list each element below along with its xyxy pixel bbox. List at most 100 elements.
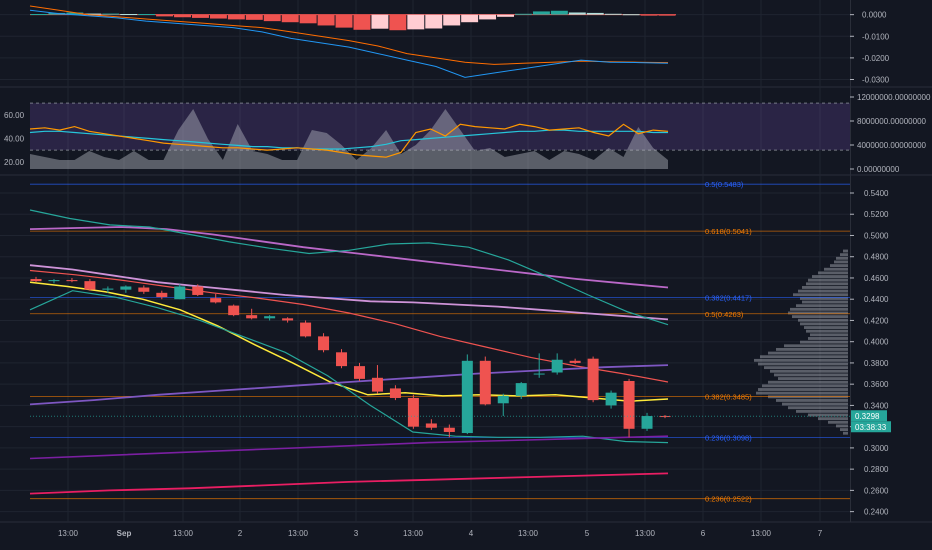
volume-profile-bar bbox=[774, 373, 848, 377]
volume-profile-bar bbox=[802, 300, 848, 304]
volume-profile-bar bbox=[798, 289, 848, 293]
volume-profile-bar bbox=[796, 304, 848, 308]
macd-histogram-bar bbox=[245, 14, 263, 20]
volume-profile-bar bbox=[776, 399, 848, 402]
volume-profile-bar bbox=[843, 431, 848, 435]
macd-axis-label: -0.0300 bbox=[862, 76, 890, 85]
volume-profile-bar bbox=[782, 402, 848, 406]
x-axis-tick-label: 4 bbox=[469, 529, 474, 538]
macd-histogram-bar bbox=[658, 14, 676, 16]
macd-histogram-bar bbox=[425, 14, 443, 29]
candle-body bbox=[138, 287, 150, 292]
volume-profile-bar bbox=[843, 249, 848, 253]
candle-body bbox=[66, 280, 78, 282]
macd-histogram-bar bbox=[532, 11, 550, 15]
candle-body bbox=[48, 280, 60, 282]
x-axis-tick-label: 13:00 bbox=[635, 529, 656, 538]
rsi-volume-pane bbox=[29, 102, 850, 169]
volume-axis-label: 8000000.00000000 bbox=[857, 117, 927, 126]
x-axis-tick-label: 13:00 bbox=[58, 529, 79, 538]
macd-histogram-bar bbox=[84, 13, 102, 15]
volume-area bbox=[30, 109, 668, 169]
price-axis-label: 0.5400 bbox=[864, 189, 889, 198]
x-axis-tick-label: 13:00 bbox=[518, 529, 539, 538]
x-axis-tick-label: 6 bbox=[701, 529, 706, 538]
macd-histogram-bar bbox=[281, 14, 299, 23]
candle-body bbox=[192, 286, 204, 295]
candle-body bbox=[479, 360, 491, 405]
x-axis-tick-label: 3 bbox=[354, 529, 359, 538]
x-axis-tick-label: 13:00 bbox=[173, 529, 194, 538]
candle-body bbox=[318, 336, 330, 351]
x-axis-tick-label: 13:00 bbox=[751, 529, 772, 538]
macd-histogram-bar bbox=[389, 14, 407, 31]
volume-profile-bar bbox=[836, 256, 848, 260]
price-axis-label: 0.2600 bbox=[864, 486, 889, 495]
moving-average-line bbox=[29, 472, 669, 495]
x-axis-tick-label: 5 bbox=[585, 529, 590, 538]
price-axis-label: 0.4800 bbox=[864, 253, 889, 262]
candle-body bbox=[84, 281, 96, 290]
price-axis-label: 0.3600 bbox=[864, 380, 889, 389]
volume-profile-bar bbox=[793, 293, 848, 297]
macd-histogram-bar bbox=[335, 14, 353, 28]
candle-body bbox=[389, 388, 401, 398]
macd-histogram-bar bbox=[568, 12, 586, 15]
macd-histogram-bar bbox=[209, 14, 227, 19]
volume-profile-bar bbox=[796, 409, 848, 413]
volume-profile-bar bbox=[828, 420, 848, 424]
macd-histogram-bar bbox=[192, 14, 209, 18]
candle-body bbox=[641, 416, 653, 429]
candle-body bbox=[282, 318, 294, 321]
macd-histogram-bar bbox=[120, 14, 138, 15]
candle-body bbox=[461, 360, 473, 434]
fib-level-label: 0.382(0.4417) bbox=[705, 293, 752, 302]
moving-average-line bbox=[29, 281, 669, 402]
volume-profile-bar bbox=[792, 315, 848, 319]
price-axis-label: 0.2800 bbox=[864, 465, 889, 474]
moving-average-line bbox=[29, 209, 669, 326]
candle-body bbox=[300, 322, 312, 337]
moving-average-line bbox=[29, 364, 669, 406]
price-axis-label: 0.4600 bbox=[864, 274, 889, 283]
macd-pane bbox=[29, 5, 676, 78]
macd-histogram-bar bbox=[443, 14, 461, 26]
fib-level-label: 0.5(0.5483) bbox=[705, 180, 744, 189]
volume-profile-bar bbox=[790, 307, 848, 311]
candle-body bbox=[407, 397, 419, 427]
candle-body bbox=[246, 315, 258, 319]
candle-body bbox=[659, 416, 671, 418]
volume-profile-bar bbox=[830, 264, 848, 268]
fib-level-label: 0.5(0.4263) bbox=[705, 310, 744, 319]
candle-body bbox=[497, 395, 509, 404]
x-axis-tick-label: 13:00 bbox=[288, 529, 309, 538]
volume-profile-bar bbox=[788, 311, 848, 315]
macd-line bbox=[29, 9, 669, 78]
volume-profile-bar bbox=[812, 275, 848, 278]
fib-level-label: 0.236(0.3098) bbox=[705, 433, 752, 442]
volume-profile-bar bbox=[836, 424, 848, 428]
macd-axis-label: 0.0000 bbox=[862, 11, 887, 20]
x-axis-tick-label: Sep bbox=[117, 529, 132, 538]
volume-profile-bar bbox=[758, 362, 848, 366]
rsi-band-background bbox=[30, 103, 850, 151]
macd-signal-line bbox=[29, 5, 669, 65]
rsi-axis-label: 60.00 bbox=[4, 111, 25, 120]
x-axis-tick-label: 2 bbox=[238, 529, 243, 538]
candle-body bbox=[30, 279, 42, 282]
candle-body bbox=[515, 383, 527, 396]
price-axis-label: 0.4400 bbox=[864, 295, 889, 304]
volume-axis-label: 0.00000000 bbox=[857, 165, 900, 174]
candle-body bbox=[120, 286, 132, 290]
macd-histogram-bar bbox=[174, 14, 191, 18]
volume-axis-label: 4000000.00000000 bbox=[857, 141, 927, 150]
volume-profile-bar bbox=[756, 391, 848, 395]
volume-profile-bar bbox=[754, 358, 848, 362]
rsi-axis-label: 40.00 bbox=[4, 134, 25, 143]
candle-body bbox=[587, 358, 599, 401]
volume-profile-bar bbox=[818, 417, 848, 421]
volume-profile-bar bbox=[768, 351, 848, 355]
macd-histogram-bar bbox=[586, 12, 604, 15]
axes-layer: 13:00 Sep 13:00 2 13:00 3 13:00 4 13:00 5 13:00 6 13… bbox=[4, 11, 931, 538]
